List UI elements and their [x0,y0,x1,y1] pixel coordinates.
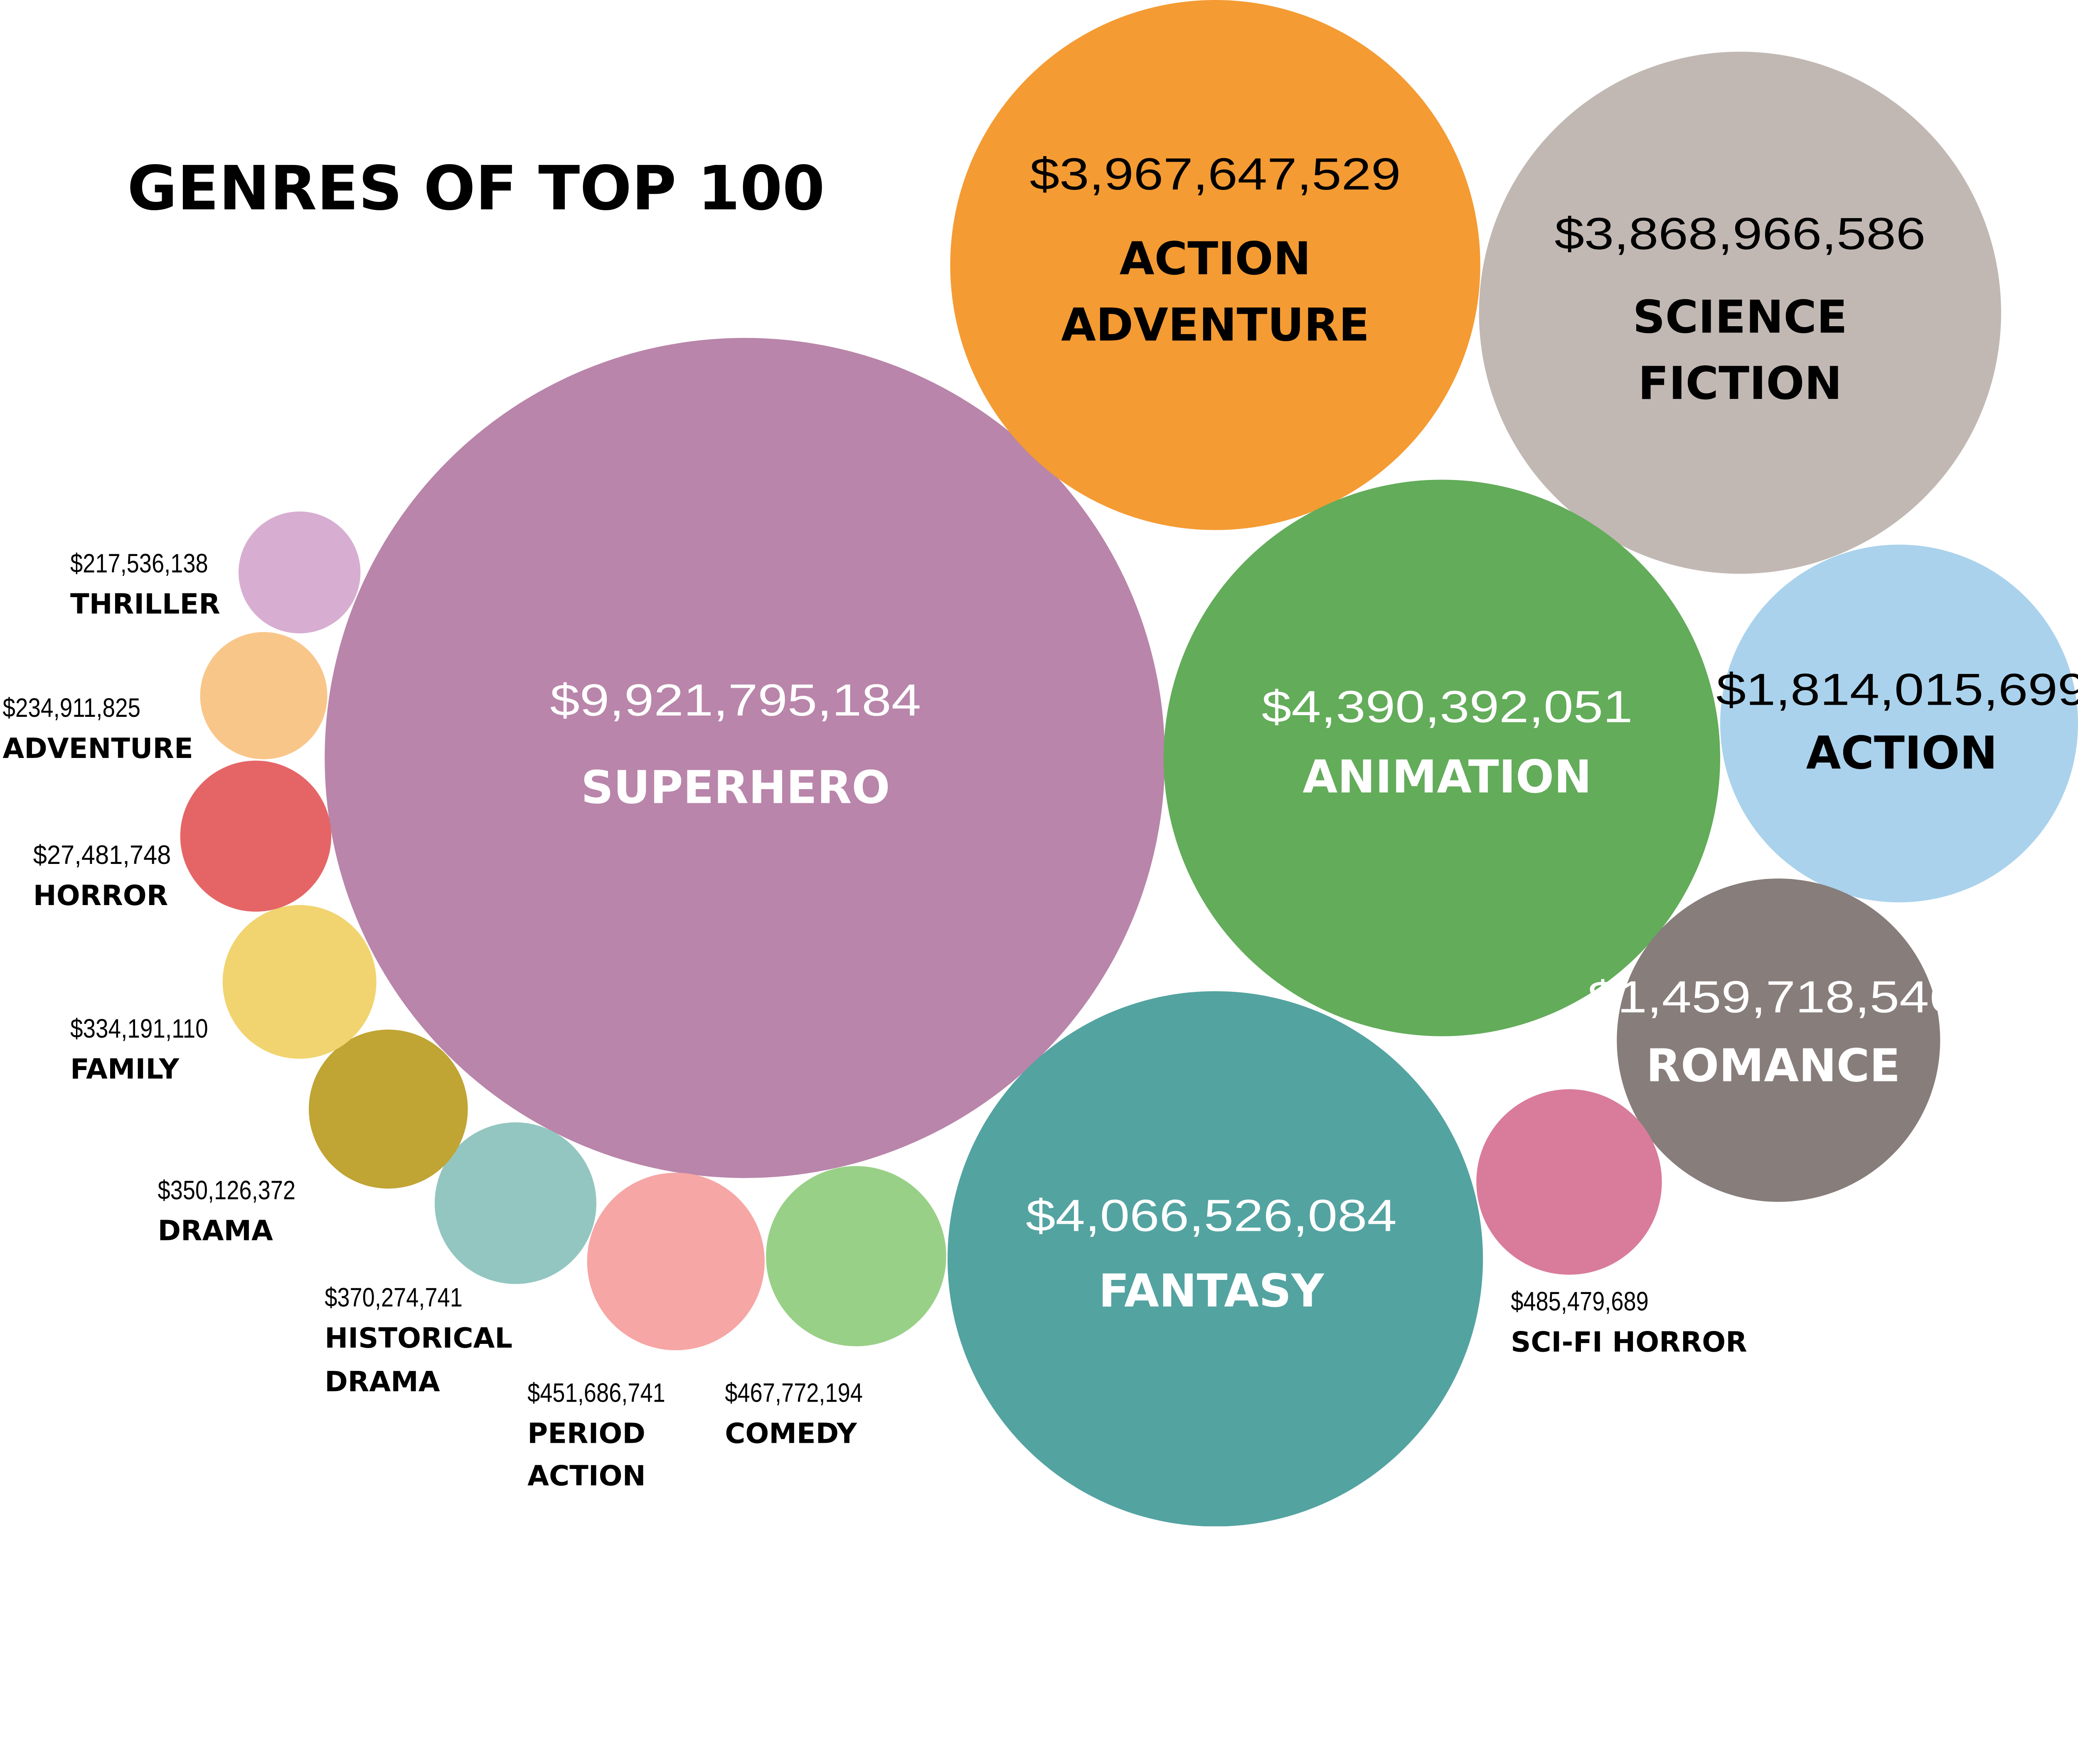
genre-label-thriller: THRILLER [70,588,220,620]
value-label-fantasy: $4,066,526,084 [1026,1190,1397,1240]
bubble-romance [1617,878,1940,1202]
genre-label-fantasy: FANTASY [1098,1265,1325,1317]
genre-label-animation: ANIMATION [1302,750,1591,803]
genre-label-family: FAMILY [70,1053,180,1085]
genre-label-action-adventure: ADVENTURE [1061,299,1369,352]
bubble-horror [180,760,332,912]
value-label-horror: $27,481,748 [33,840,171,870]
value-label-family: $334,191,110 [70,1014,208,1043]
bubble-action [1720,544,2078,903]
genre-label-superhero: SUPERHERO [581,761,890,814]
bubble-family [222,905,377,1059]
bubble-period-action [587,1173,765,1351]
value-label-science-fiction: $3,868,966,586 [1554,208,1925,258]
genre-label-adventure: ADVENTURE [2,732,193,765]
genre-label-romance: ROMANCE [1646,1039,1901,1092]
bubble-labels: $9,921,795,184 SUPERHERO $3,967,647,529 ACT… [2,149,2078,1492]
value-label-action-adventure: $3,967,647,529 [1030,149,1401,199]
bubble-animation [1163,480,1721,1036]
bubble-historical-drama [434,1122,596,1284]
genre-label-drama: DRAMA [158,1215,273,1247]
value-label-comedy: $467,772,194 [725,1378,863,1408]
bubble-action-adventure [950,0,1480,530]
bubble-thriller [238,511,361,634]
genre-label-historical-drama: DRAMA [325,1365,440,1398]
bubble-drama [308,1029,468,1189]
value-label-adventure: $234,911,825 [2,693,140,723]
value-label-period-action: $451,686,741 [527,1378,665,1408]
genre-label-science-fiction: SCIENCE [1633,290,1847,343]
chart-title: GENRES OF TOP 100 [127,153,825,224]
bubble-sci-fi-horror [1476,1089,1662,1275]
bubble-adventure [200,632,327,760]
genre-label-action-adventure: ACTION [1120,232,1311,285]
genre-label-period-action: PERIOD [527,1417,645,1450]
value-label-sci-fi-horror: $485,479,689 [1511,1287,1649,1316]
bubble-science-fiction [1479,52,2002,574]
genre-label-period-action: ACTION [527,1460,645,1492]
genre-label-comedy: COMEDY [725,1417,857,1450]
bubble-superhero [325,338,1165,1178]
value-label-animation: $4,390,392,051 [1262,681,1633,732]
value-label-drama: $350,126,372 [158,1175,295,1205]
genre-label-science-fiction: FICTION [1638,357,1842,410]
bubble-fantasy [947,991,1483,1527]
genre-label-horror: HORROR [33,879,168,912]
value-label-romance: $1,459,718,546 [1588,972,1959,1022]
genre-label-sci-fi-horror: SCI-FI HORROR [1511,1326,1747,1358]
value-label-superhero: $9,921,795,184 [550,675,921,725]
value-label-historical-drama: $370,274,741 [325,1282,463,1312]
bubble-comedy [766,1166,946,1346]
bubble-chart: GENRES OF TOP 100 $9,921,795,184 SUPERHER… [2,0,2078,1527]
bubbles [180,0,2078,1527]
genre-label-historical-drama: HISTORICAL [325,1322,512,1354]
value-label-action: $1,814,015,699 [1716,664,2078,714]
genre-label-action: ACTION [1806,726,1998,779]
value-label-thriller: $217,536,138 [70,549,208,578]
